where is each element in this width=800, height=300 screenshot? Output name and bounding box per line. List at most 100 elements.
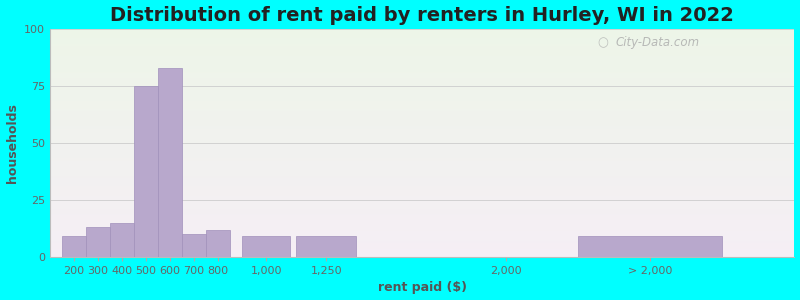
Bar — [50, 195, 794, 196]
Bar — [50, 85, 794, 86]
Bar — [50, 122, 794, 124]
Bar — [50, 130, 794, 131]
Bar — [50, 234, 794, 235]
Bar — [50, 225, 794, 226]
Bar — [50, 82, 794, 84]
Bar — [50, 116, 794, 117]
Bar — [50, 184, 794, 185]
Bar — [50, 228, 794, 230]
Bar — [50, 65, 794, 67]
Bar — [50, 151, 794, 152]
Bar — [50, 79, 794, 80]
Bar — [50, 252, 794, 253]
Bar — [50, 114, 794, 116]
Bar — [50, 238, 794, 239]
Bar — [50, 54, 794, 55]
Bar — [50, 131, 794, 133]
Bar — [50, 201, 794, 202]
Bar — [50, 72, 794, 73]
Bar — [50, 223, 794, 224]
Bar — [50, 129, 794, 130]
Bar — [50, 226, 794, 227]
Bar — [50, 78, 794, 79]
Bar — [50, 251, 794, 252]
Bar — [50, 209, 794, 210]
Bar — [50, 121, 794, 122]
Bar — [50, 255, 794, 256]
Bar — [50, 104, 794, 105]
Bar — [50, 50, 794, 52]
Bar — [50, 238, 794, 240]
Bar — [50, 133, 794, 134]
Y-axis label: households: households — [6, 103, 18, 183]
Bar — [50, 216, 794, 217]
Bar — [50, 31, 794, 32]
Bar — [50, 227, 794, 228]
Bar — [50, 208, 794, 209]
Bar — [50, 107, 794, 109]
Bar — [50, 126, 794, 127]
Bar — [50, 98, 794, 100]
Bar — [50, 61, 794, 62]
Bar — [62, 236, 86, 257]
Bar — [50, 199, 794, 200]
Bar — [50, 150, 794, 151]
Bar — [50, 74, 794, 76]
Bar — [50, 178, 794, 179]
Bar — [206, 230, 230, 257]
Bar — [50, 190, 794, 191]
Bar — [50, 128, 794, 129]
Bar — [50, 32, 794, 33]
Bar — [86, 227, 110, 257]
Bar — [50, 202, 794, 203]
Bar — [50, 249, 794, 250]
Bar — [50, 235, 794, 236]
Bar — [50, 240, 794, 241]
Bar — [50, 172, 794, 174]
Bar — [50, 169, 794, 170]
Text: ○: ○ — [597, 36, 608, 49]
Bar — [50, 96, 794, 97]
Bar — [50, 124, 794, 126]
Bar — [50, 39, 794, 40]
Bar — [50, 136, 794, 137]
Bar — [50, 210, 794, 211]
Bar — [50, 138, 794, 140]
Bar — [50, 43, 794, 44]
Bar — [50, 38, 794, 39]
Bar — [50, 64, 794, 65]
Bar — [50, 144, 794, 145]
Bar — [50, 109, 794, 110]
Bar — [50, 111, 794, 112]
Bar — [50, 52, 794, 53]
Bar — [50, 247, 794, 248]
Bar — [50, 162, 794, 164]
Bar — [50, 153, 794, 154]
Bar — [50, 45, 794, 46]
Bar — [50, 187, 794, 188]
Bar — [50, 105, 794, 106]
Bar — [50, 231, 794, 232]
Bar — [50, 160, 794, 161]
Bar — [50, 161, 794, 162]
Bar — [50, 214, 794, 215]
Bar — [50, 34, 794, 36]
Bar — [50, 44, 794, 45]
Bar — [50, 170, 794, 171]
Bar — [50, 215, 794, 216]
Bar — [50, 212, 794, 214]
Bar — [50, 174, 794, 175]
Bar — [50, 179, 794, 181]
Bar — [50, 236, 794, 238]
Bar — [50, 203, 794, 204]
Bar — [50, 250, 794, 251]
Bar — [50, 60, 794, 61]
Bar — [50, 167, 794, 168]
Bar — [50, 177, 794, 178]
Bar — [50, 175, 794, 176]
Bar — [50, 196, 794, 198]
Bar — [50, 71, 794, 72]
Bar — [50, 77, 794, 78]
Bar — [50, 63, 794, 64]
Bar — [296, 236, 356, 257]
